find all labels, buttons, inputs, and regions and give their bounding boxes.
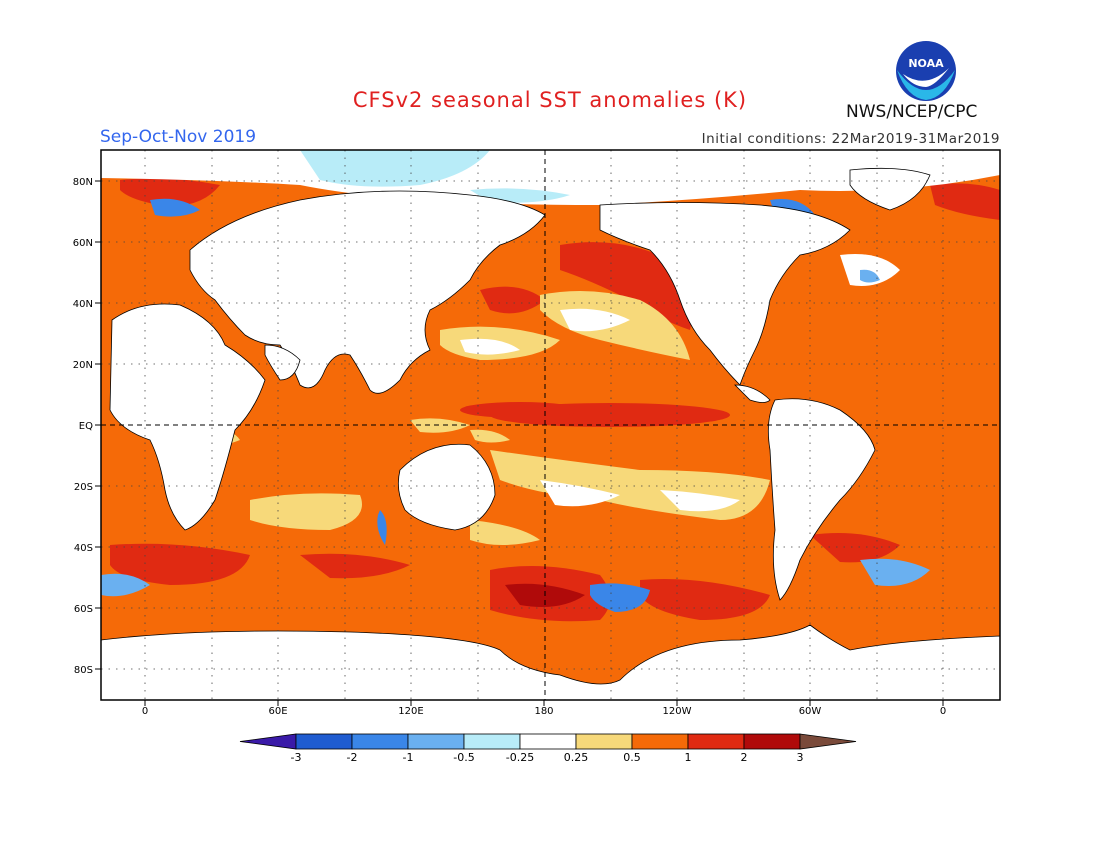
noaa-logo: NOAA bbox=[896, 41, 956, 101]
colorbar-segment bbox=[743, 733, 801, 750]
colorbar: -3 -2 -1 -0.5 -0.25 0.25 0.5 1 2 3 bbox=[239, 733, 857, 764]
lat-label: 20S bbox=[74, 482, 93, 493]
southern-ocean-warm bbox=[490, 566, 610, 622]
colorbar-tick-label: 0.5 bbox=[623, 751, 641, 764]
australia bbox=[397, 443, 496, 531]
colorbar-tick-label: 2 bbox=[741, 751, 748, 764]
lon-label: 0 bbox=[940, 706, 946, 717]
ocean-field bbox=[101, 150, 1000, 700]
colorbar-tick-label: 3 bbox=[797, 751, 804, 764]
lat-label: 60S bbox=[74, 604, 93, 615]
lon-label: 60E bbox=[268, 706, 287, 717]
colorbar-tick-label: 0.25 bbox=[564, 751, 589, 764]
season-label: Sep-Oct-Nov 2019 bbox=[100, 127, 257, 147]
lat-label: 60N bbox=[73, 238, 93, 249]
lat-ticks: 80N 60N 40N 20N EQ 20S 40S 60S 80S bbox=[73, 177, 101, 676]
colorbar-tick-label: -3 bbox=[291, 751, 302, 764]
colorbar-segment bbox=[799, 733, 857, 750]
colorbar-tick-label: -0.25 bbox=[506, 751, 534, 764]
lon-label: 0 bbox=[142, 706, 148, 717]
lon-ticks: 0 60E 120E 180 120W 60W 0 bbox=[142, 700, 946, 717]
colorbar-tick-label: -1 bbox=[403, 751, 414, 764]
lat-label: 80S bbox=[74, 665, 93, 676]
colorbar-segment bbox=[351, 733, 409, 750]
north-america bbox=[599, 202, 851, 386]
initial-conditions-label: Initial conditions: 22Mar2019-31Mar2019 bbox=[701, 131, 1000, 147]
southern-ocean-cool bbox=[590, 583, 650, 612]
agency-label: NWS/NCEP/CPC bbox=[846, 102, 978, 122]
colorbar-segment bbox=[407, 733, 465, 750]
lon-label: 180 bbox=[534, 706, 553, 717]
colorbar-tick-label: 1 bbox=[685, 751, 692, 764]
lat-label: EQ bbox=[79, 421, 93, 432]
colorbar-segment bbox=[631, 733, 689, 750]
eurasia bbox=[189, 190, 546, 394]
colorbar-segment bbox=[295, 733, 353, 750]
colorbar-segment bbox=[519, 733, 577, 750]
lat-label: 40S bbox=[74, 543, 93, 554]
lat-label: 80N bbox=[73, 177, 93, 188]
lon-label: 120E bbox=[398, 706, 423, 717]
antarctica bbox=[101, 624, 1000, 700]
colorbar-segment bbox=[575, 733, 633, 750]
africa bbox=[109, 303, 266, 531]
lon-label: 60W bbox=[799, 706, 822, 717]
lat-label: 20N bbox=[73, 360, 93, 371]
equatorial-warm-band bbox=[490, 403, 730, 427]
map-title: CFSv2 seasonal SST anomalies (K) bbox=[352, 88, 748, 112]
south-america bbox=[767, 398, 876, 601]
continents bbox=[109, 167, 931, 601]
arctic-cool-band bbox=[101, 150, 1000, 205]
colorbar-segment bbox=[239, 733, 297, 750]
colorbar-segment bbox=[687, 733, 745, 750]
lat-label: 40N bbox=[73, 299, 93, 310]
lon-label: 120W bbox=[663, 706, 692, 717]
noaa-logo-text: NOAA bbox=[908, 57, 944, 70]
colorbar-tick-label: -2 bbox=[347, 751, 358, 764]
colorbar-tick-label: -0.5 bbox=[453, 751, 474, 764]
colorbar-segment bbox=[463, 733, 521, 750]
map-frame bbox=[100, 149, 1001, 701]
